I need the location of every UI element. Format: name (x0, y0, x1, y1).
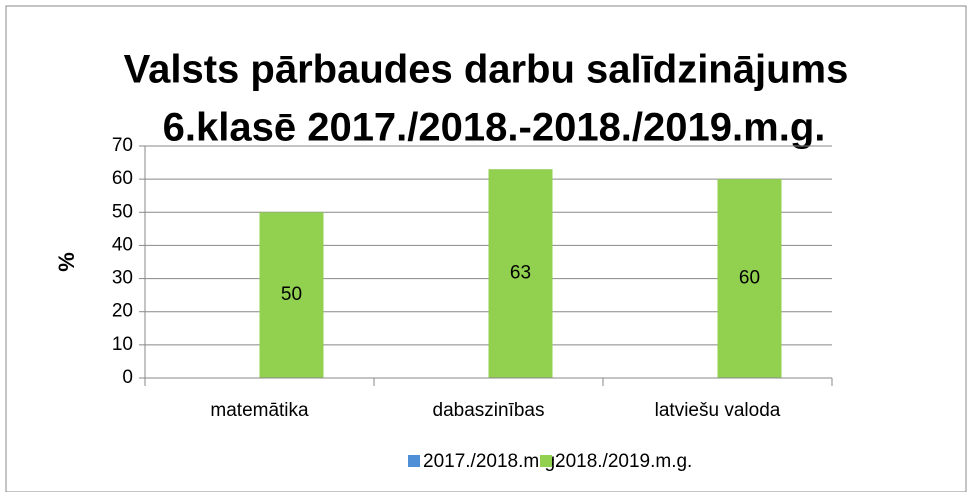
bar (259, 212, 324, 378)
chart-title: Valsts pārbaudes darbu salīdzinājums (124, 48, 849, 92)
y-axis-label: % (54, 252, 79, 272)
legend-label: 2018./2019.m.g. (555, 451, 692, 472)
y-tick-label: 20 (112, 301, 133, 322)
data-label: 63 (510, 263, 531, 284)
chart-title: 6.klasē 2017./2018.-2018./2019.m.g. (163, 106, 826, 150)
y-tick-label: 10 (112, 334, 133, 355)
y-tick-label: 50 (112, 201, 133, 222)
y-tick-label: 40 (112, 234, 133, 255)
y-tick-label: 30 (112, 268, 133, 289)
legend-swatch (540, 455, 552, 467)
legend-label: 2017./2018.m.g. (423, 451, 560, 472)
y-tick-label: 0 (122, 367, 133, 388)
y-tick-label: 60 (112, 168, 133, 189)
data-label: 50 (281, 284, 302, 305)
x-tick-label: latviešu valoda (655, 400, 781, 421)
x-tick-label: dabaszinības (433, 400, 545, 421)
y-tick-label: 70 (112, 135, 133, 156)
legend-swatch (408, 455, 420, 467)
data-label: 60 (739, 268, 760, 289)
bar (488, 169, 553, 378)
x-tick-label: matemātika (210, 400, 309, 421)
bar (717, 179, 782, 378)
chart-border (5, 5, 967, 492)
